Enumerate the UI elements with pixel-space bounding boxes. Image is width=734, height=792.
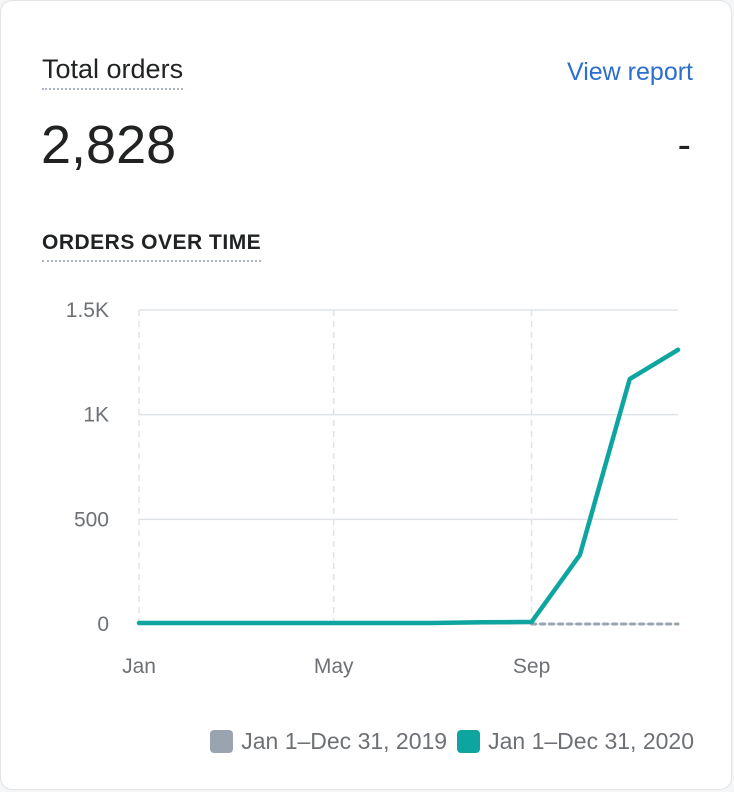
legend-swatch-2020: [457, 730, 481, 753]
legend-item-2019[interactable]: Jan 1–Dec 31, 2019: [210, 728, 447, 755]
y-tick-label: 500: [74, 508, 109, 531]
legend-swatch-2019: [210, 730, 234, 753]
view-report-link[interactable]: View report: [567, 58, 693, 86]
y-tick-label: 1.5K: [66, 299, 109, 322]
series-line-2020: [136, 347, 681, 626]
y-tick-label: 0: [97, 613, 109, 636]
y-tick-label: 1K: [83, 404, 109, 427]
legend-label-2019: Jan 1–Dec 31, 2019: [241, 728, 448, 754]
chart-legend: Jan 1–Dec 31, 2019 Jan 1–Dec 31, 2020: [210, 728, 694, 755]
card-title[interactable]: Total orders: [42, 53, 184, 90]
legend-label-2020: Jan 1–Dec 31, 2020: [488, 728, 694, 754]
chart-title[interactable]: ORDERS OVER TIME: [42, 230, 262, 262]
x-tick-label: May: [314, 655, 354, 678]
legend-item-2020[interactable]: Jan 1–Dec 31, 2020: [457, 728, 694, 755]
total-orders-value: 2,828: [41, 115, 177, 175]
delta-value: -: [677, 123, 691, 167]
x-tick-label: Jan: [122, 655, 156, 678]
x-tick-label: Sep: [513, 655, 550, 678]
